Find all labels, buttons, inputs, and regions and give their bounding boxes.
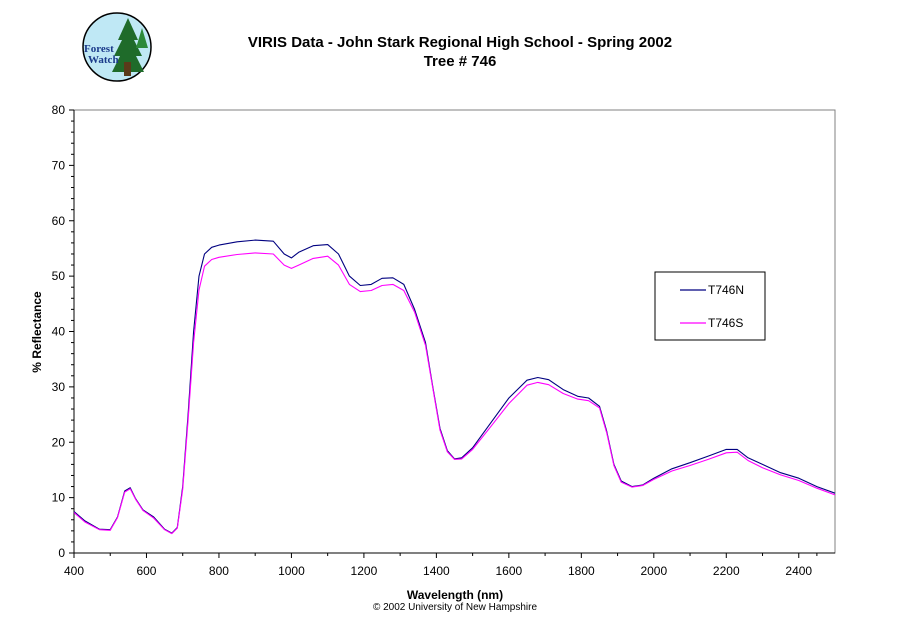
x-tick-label: 2000 [640, 564, 667, 578]
x-tick-label: 1400 [423, 564, 450, 578]
y-tick-label: 30 [52, 380, 66, 394]
legend-label-t746n: T746N [708, 283, 744, 297]
chart-subtitle: Tree # 746 [424, 53, 497, 70]
y-tick-label: 40 [52, 325, 66, 339]
y-tick-label: 70 [52, 158, 66, 172]
copyright-text: © 2002 University of New Hampshire [373, 602, 538, 613]
legend-box [654, 271, 766, 341]
y-tick-label: 10 [52, 491, 66, 505]
series-layer [73, 239, 836, 535]
y-tick-label: 80 [52, 103, 66, 117]
x-tick-label: 1000 [278, 564, 305, 578]
x-tick-label: 1800 [568, 564, 595, 578]
y-axis-title: % Reflectance [30, 291, 44, 373]
axes: 0 10 20 30 40 50 60 70 80 400 600 800 1000 1200 1400 16… [52, 103, 835, 578]
logo-text-line1: Forest [84, 43, 114, 55]
y-tick-label: 0 [58, 546, 65, 560]
x-tick-label: 2200 [713, 564, 740, 578]
x-tick-label: 2400 [785, 564, 812, 578]
y-tick-label: 20 [52, 435, 66, 449]
y-tick-label: 60 [52, 214, 66, 228]
x-tick-label: 1200 [351, 564, 378, 578]
x-axis-title: Wavelength (nm) [407, 588, 503, 602]
legend-label-t746s: T746S [708, 316, 743, 330]
x-tick-label: 400 [64, 564, 84, 578]
chart-title: VIRIS Data - John Stark Regional High Sc… [248, 34, 672, 51]
series-line-t746s [73, 252, 836, 535]
forest-watch-logo: Forest Watch [82, 12, 152, 82]
logo-text-line2: Watch [88, 54, 119, 66]
legend: T746N T746S [654, 271, 766, 341]
x-tick-label: 1600 [496, 564, 523, 578]
x-tick-label: 600 [136, 564, 156, 578]
x-tick-label: 800 [209, 564, 229, 578]
y-tick-label: 50 [52, 269, 66, 283]
